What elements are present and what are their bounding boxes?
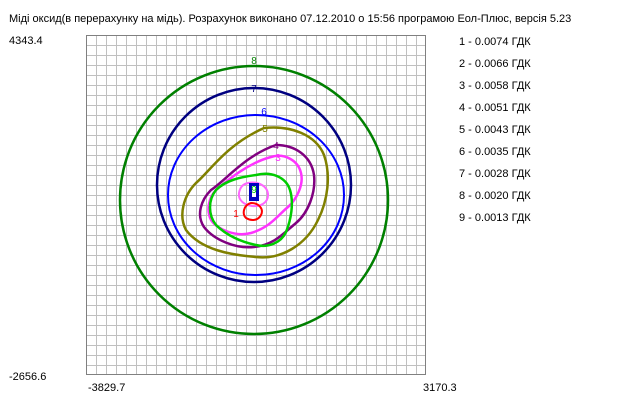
- legend: 1 - 0.0074 ГДК 2 - 0.0066 ГДК 3 - 0.0058…: [459, 35, 531, 233]
- contour-label-9: 8: [251, 56, 257, 67]
- contour-line-6: [181, 126, 330, 259]
- contour-line-8: [155, 86, 353, 284]
- legend-item-1: 1 - 0.0074 ГДК: [459, 36, 531, 48]
- x-axis-min-label: -3829.7: [88, 382, 126, 394]
- plot-border: [86, 35, 426, 375]
- contour-label-7: 6: [261, 107, 267, 118]
- map-title: Міді оксид(в перерахунку на мідь). Розра…: [9, 13, 572, 25]
- contour-label-6: 5: [262, 124, 268, 135]
- contour-map: 8 7 6 5 4 3 9 1: [86, 35, 426, 375]
- legend-item-6: 6 - 0.0035 ГДК: [459, 146, 531, 158]
- contour-line-3: [208, 172, 294, 248]
- contour-line-5: [198, 143, 316, 249]
- contour-label-4: 3: [275, 153, 281, 164]
- legend-item-7: 7 - 0.0028 ГДК: [459, 168, 531, 180]
- contour-line-7: [167, 114, 345, 276]
- contour-label-8: 7: [251, 84, 257, 95]
- legend-item-4: 4 - 0.0051 ГДК: [459, 102, 531, 114]
- legend-item-9: 9 - 0.0013 ГДК: [459, 212, 531, 224]
- source-marker-core: [252, 186, 256, 197]
- contour-label-3: 9: [251, 185, 257, 196]
- legend-item-5: 5 - 0.0043 ГДК: [459, 124, 531, 136]
- x-axis-max-label: 3170.3: [423, 382, 457, 394]
- contour-line-9: [118, 64, 390, 336]
- legend-item-8: 8 - 0.0020 ГДК: [459, 190, 531, 202]
- contour-label-1: 1: [233, 209, 239, 220]
- contour-line-1: [242, 201, 263, 221]
- legend-item-2: 2 - 0.0066 ГДК: [459, 58, 531, 70]
- legend-item-3: 3 - 0.0058 ГДК: [459, 80, 531, 92]
- grid: [86, 35, 426, 375]
- y-axis-min-label: -2656.6: [9, 371, 47, 383]
- y-axis-max-label: 4343.4: [9, 35, 43, 47]
- contour-line-2: [237, 181, 270, 208]
- contour-label-5: 4: [273, 141, 279, 152]
